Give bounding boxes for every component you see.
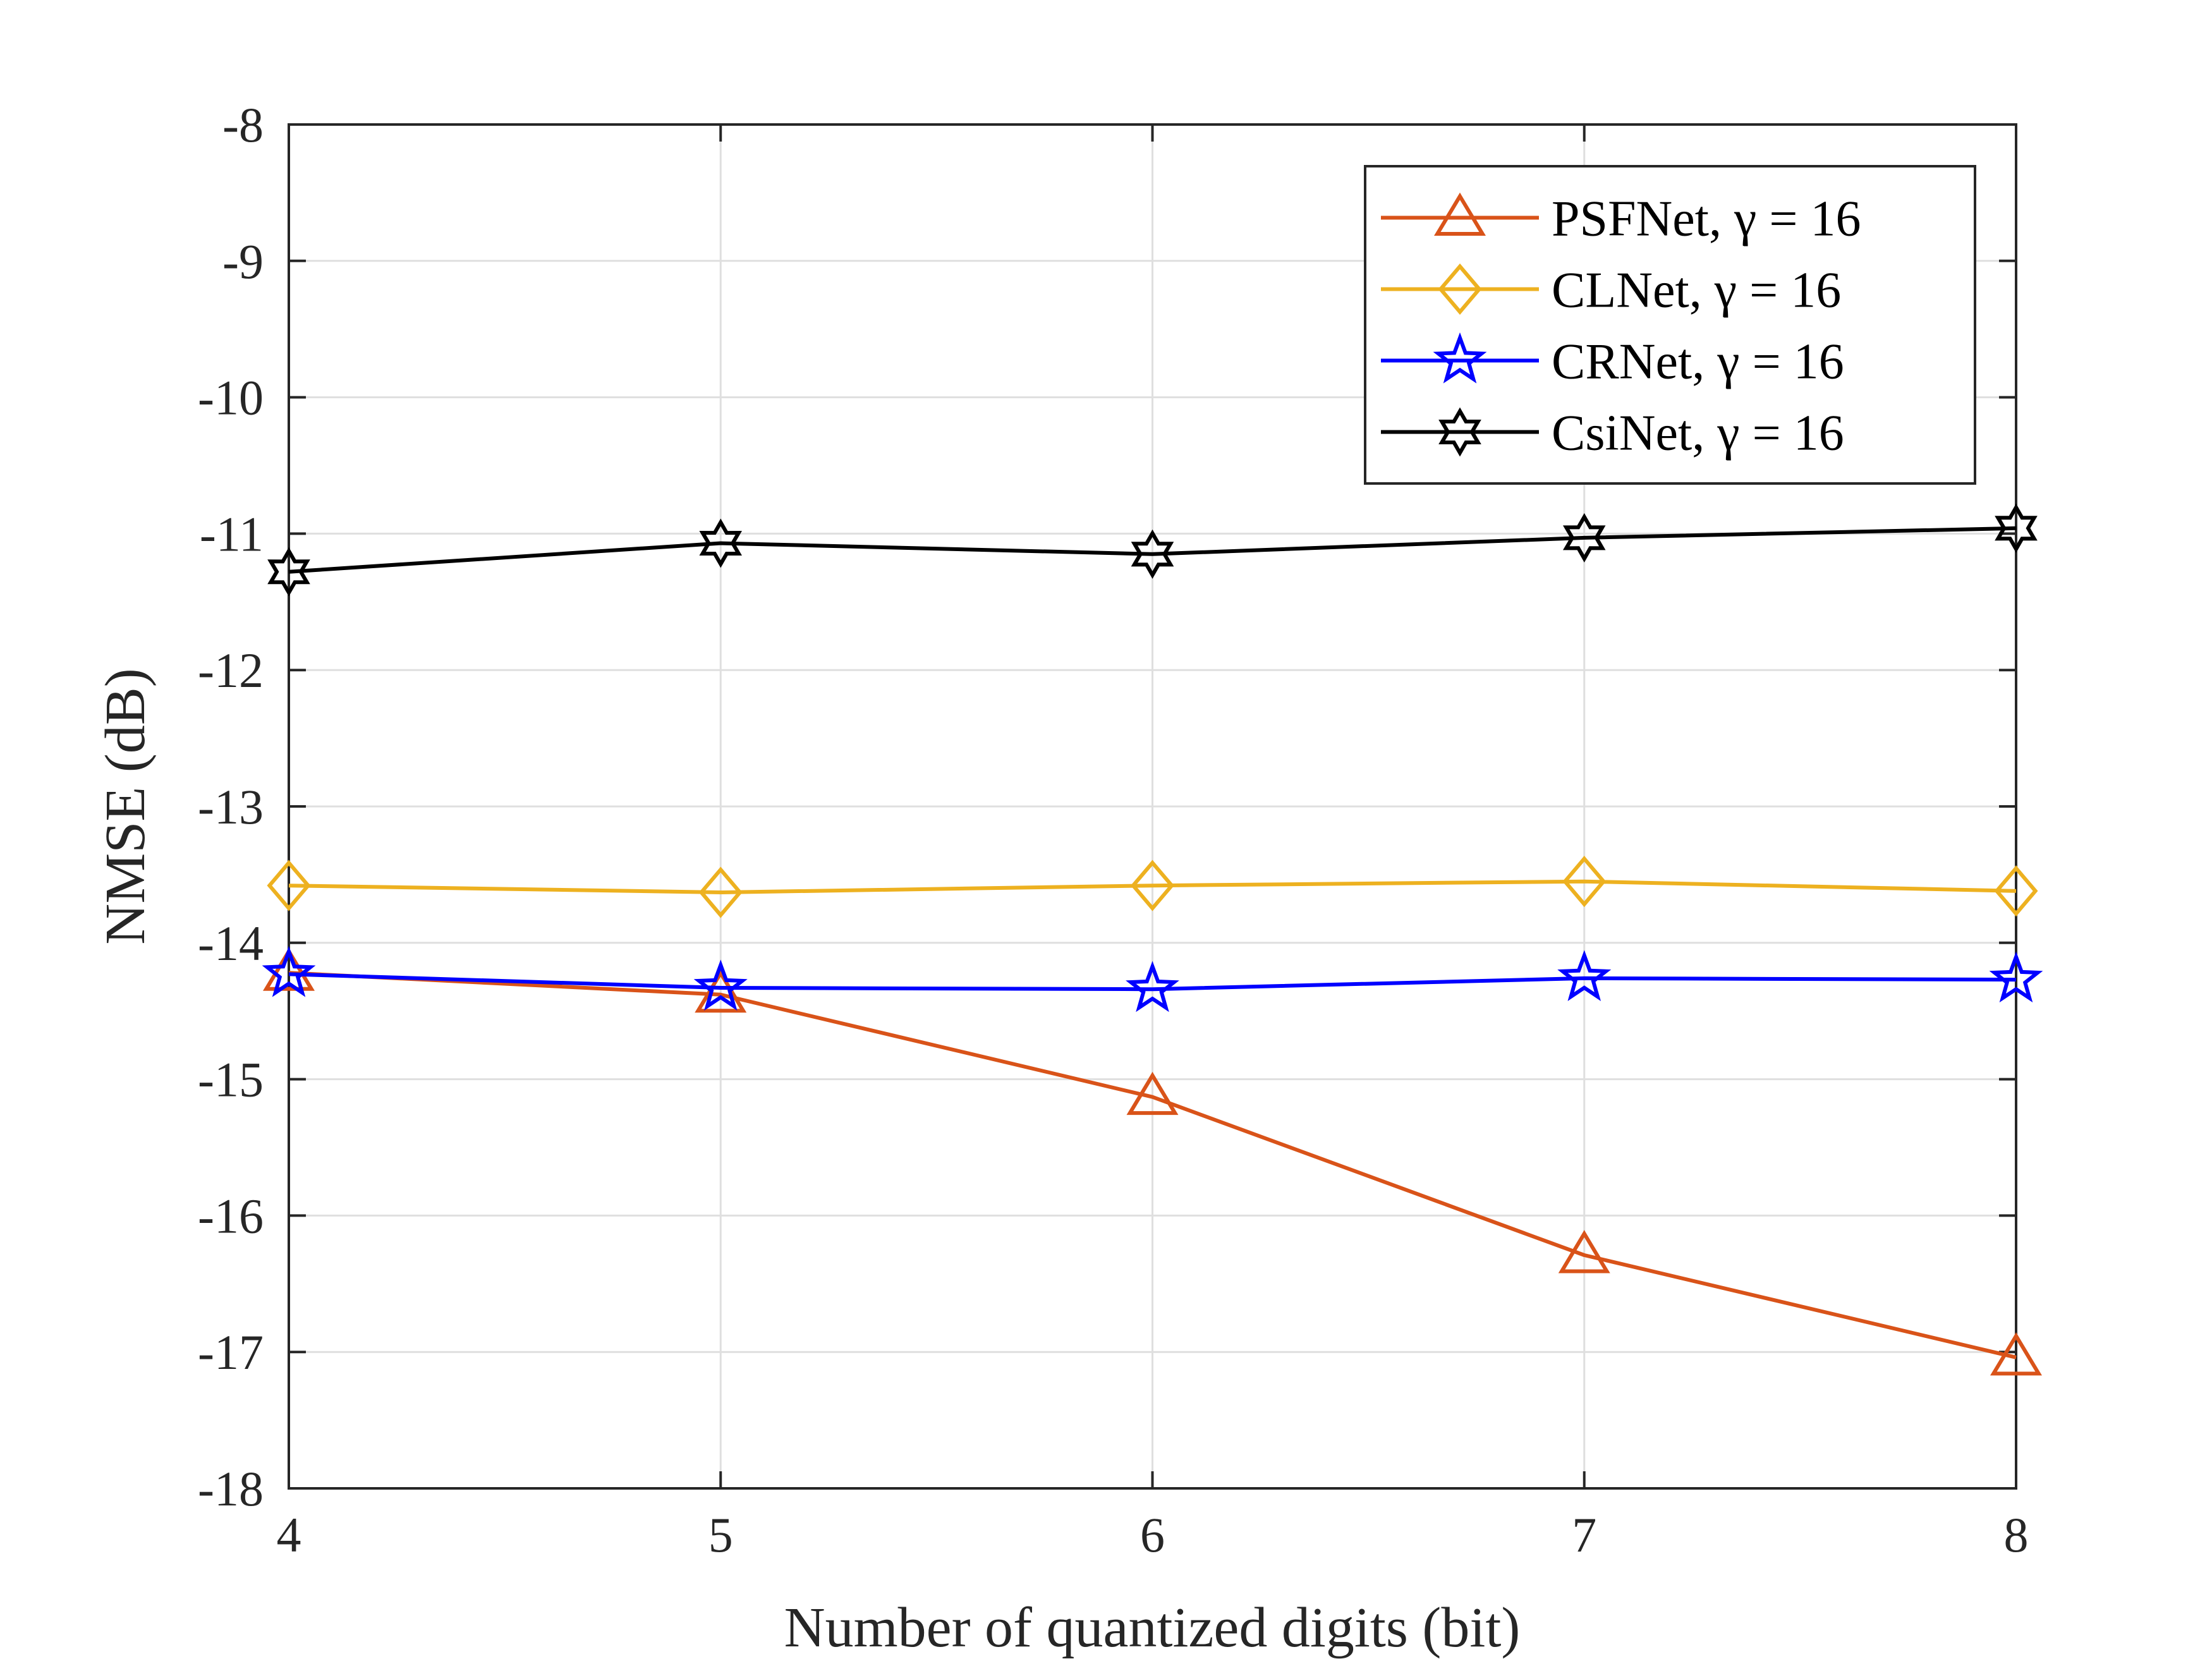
data-point bbox=[267, 860, 311, 911]
legend-swatch-marker bbox=[1433, 332, 1487, 384]
y-tick-label: -17 bbox=[198, 1325, 264, 1380]
legend-swatch-marker bbox=[1438, 263, 1482, 315]
y-tick-label: -12 bbox=[198, 643, 264, 698]
y-axis-title: NMSE (dB) bbox=[94, 668, 157, 945]
series-1 bbox=[267, 856, 2038, 918]
data-point bbox=[693, 959, 748, 1011]
data-point bbox=[1562, 856, 1607, 908]
series-line bbox=[288, 971, 2017, 1359]
legend-entry: CsiNet, γ = 16 bbox=[1381, 406, 1844, 461]
y-tick-label: -13 bbox=[198, 779, 264, 834]
x-tick-label: 5 bbox=[708, 1507, 733, 1562]
x-tick-label: 7 bbox=[1572, 1507, 1596, 1562]
data-point bbox=[1994, 865, 2038, 917]
x-tick-label: 4 bbox=[277, 1507, 301, 1562]
legend-label: CRNet, γ = 16 bbox=[1552, 334, 1844, 390]
legend-swatch-marker bbox=[1438, 407, 1481, 457]
series-line bbox=[288, 526, 2017, 574]
data-point bbox=[1558, 1230, 1610, 1273]
data-point bbox=[1989, 951, 2043, 1003]
data-point bbox=[267, 547, 310, 597]
series bbox=[262, 503, 2043, 1376]
series-2 bbox=[262, 945, 2043, 1012]
data-point bbox=[1562, 513, 1606, 562]
series-line bbox=[288, 879, 2017, 894]
legend-entry: CRNet, γ = 16 bbox=[1381, 332, 1844, 390]
data-point bbox=[1131, 529, 1174, 579]
y-tick-label: -11 bbox=[200, 506, 264, 561]
data-point bbox=[262, 945, 316, 997]
data-point bbox=[1126, 1071, 1179, 1115]
data-point bbox=[1995, 503, 2038, 553]
y-tick-label: -15 bbox=[198, 1052, 264, 1107]
legend-label: CLNet, γ = 16 bbox=[1552, 263, 1841, 319]
data-point bbox=[263, 947, 315, 991]
legend-label: PSFNet, γ = 16 bbox=[1552, 191, 1861, 247]
legend-entry: PSFNet, γ = 16 bbox=[1381, 191, 1861, 247]
y-tick-label: -8 bbox=[222, 97, 264, 152]
y-tick-label: -14 bbox=[198, 916, 264, 971]
y-tick-label: -18 bbox=[198, 1461, 264, 1516]
data-point bbox=[1557, 950, 1612, 1002]
data-point bbox=[1130, 860, 1175, 911]
legend-label: CsiNet, γ = 16 bbox=[1552, 406, 1844, 461]
data-point bbox=[1990, 1332, 2042, 1376]
data-point bbox=[698, 866, 743, 918]
series-3 bbox=[267, 503, 2038, 597]
x-axis-title: Number of quantized digits (bit) bbox=[784, 1596, 1521, 1659]
y-tick-label: -16 bbox=[198, 1188, 264, 1243]
data-point bbox=[699, 518, 743, 568]
legend-swatch-marker bbox=[1434, 192, 1486, 236]
data-point bbox=[1126, 961, 1179, 1012]
axes: 4 5 6 7 8 -8 -9 -10 -11 -12 -13 -14 -15 -16 -17 -18 bbox=[198, 97, 2028, 1562]
legend: PSFNet, γ = 16 CLNet, γ = 16 CRNet, γ = 16… bbox=[1364, 165, 1976, 485]
x-tick-label: 6 bbox=[1140, 1507, 1165, 1562]
y-tick-label: -10 bbox=[198, 370, 264, 425]
y-tick-label: -9 bbox=[222, 234, 264, 289]
legend-entry: CLNet, γ = 16 bbox=[1381, 263, 1841, 319]
series-line bbox=[288, 972, 2017, 992]
x-tick-label: 8 bbox=[2004, 1507, 2029, 1562]
